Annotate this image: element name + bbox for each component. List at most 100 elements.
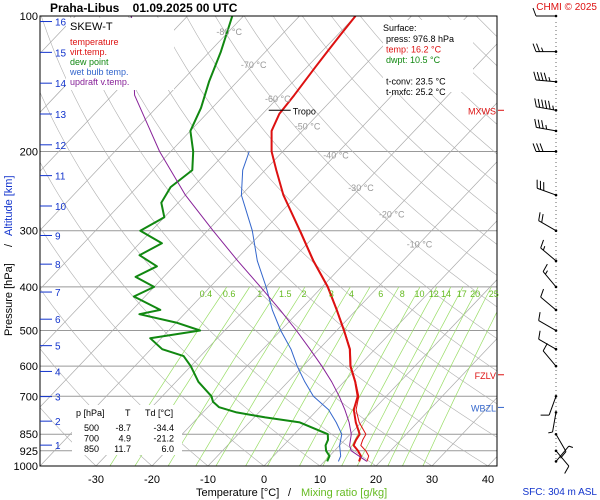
altitude-tick-label: 10 <box>55 202 67 213</box>
series-dew-point <box>132 16 331 462</box>
x-tick-label: 0 <box>261 474 267 486</box>
pressure-tick-label: 1000 <box>14 461 38 473</box>
pressure-tick-label: 100 <box>20 11 38 23</box>
dry-adiabat <box>127 16 497 405</box>
mixing-ratio-line <box>195 286 306 466</box>
grid-layer <box>40 16 497 466</box>
table-header-cell: T <box>125 408 131 418</box>
wind-barb <box>540 239 558 263</box>
isotherm-label: -50 °C <box>295 121 321 131</box>
surface-info-line: press: 976.8 hPa <box>386 34 454 44</box>
x-axis-label-mixing-ratio: Mixing ratio [g/kg] <box>301 487 387 499</box>
isotherm <box>40 16 300 290</box>
altitude-tick-label: 3 <box>55 393 61 404</box>
table-cell: 700 <box>84 434 99 444</box>
altitude-tick-label: 5 <box>55 342 61 353</box>
isotherm <box>40 16 356 349</box>
altitude-tick-label: 8 <box>55 260 61 271</box>
wind-barb <box>540 288 558 312</box>
surface-info-background <box>383 20 473 92</box>
altitude-tick-label: 9 <box>55 232 61 243</box>
table-cell: 11.7 <box>114 444 131 454</box>
isotherm-label: -60 °C <box>265 94 291 104</box>
series-wet-bulb-temp <box>240 151 343 462</box>
table-cell: 6.0 <box>161 444 174 454</box>
series-virt-temp <box>300 230 370 462</box>
level-marks-layer: Tropo MXWS FZLV WBZL <box>268 106 504 413</box>
altitude-tick-label: 1 <box>55 441 61 452</box>
mixing-ratio-label: 0.6 <box>223 289 236 299</box>
mixing-ratio-line <box>322 286 421 466</box>
mixing-ratio-label: 10 <box>414 289 424 299</box>
isotherm <box>40 16 132 113</box>
series-updraft-v-temp <box>131 16 368 462</box>
altitude-tick-label: 12 <box>55 141 67 152</box>
table-cell: 500 <box>84 423 99 433</box>
values-table: p [hPa] T Td [°C] 500 -8.7 -34.4 700 4.9 -21.2 85… <box>72 405 182 455</box>
dry-adiabat <box>272 16 497 245</box>
isotherm-label: -40 °C <box>323 150 349 160</box>
legend-item-updraft: updraft v.temp. <box>70 77 129 87</box>
surface-info-line: t-conv: 23.5 °C <box>386 76 446 86</box>
table-cell: 850 <box>84 444 99 454</box>
x-tick-label: -30 <box>88 474 104 486</box>
mixing-ratio-label: 14 <box>441 289 451 299</box>
dry-adiabat <box>214 16 497 308</box>
copyright-label: CHMI © 2025 <box>536 2 597 13</box>
dry-adiabat <box>156 16 497 372</box>
altitude-tick-label: 7 <box>55 288 61 299</box>
sfc-altitude-label: SFC: 304 m ASL <box>523 487 598 498</box>
dry-adiabat <box>40 226 265 466</box>
level-mark-label: MXWS <box>468 106 496 116</box>
legend-item-dew-point: dew point <box>70 57 109 67</box>
mixing-ratio-label: 20 <box>470 289 480 299</box>
mixing-ratio-line <box>402 286 492 466</box>
dry-adiabat <box>40 161 321 466</box>
mixing-ratio-line <box>299 286 400 466</box>
table-cell: 4.9 <box>118 434 131 444</box>
mixing-ratio-label: 12 <box>429 289 439 299</box>
y-axis-label-separator: / <box>3 243 15 247</box>
isotherm-label: -80 °C <box>216 27 242 37</box>
mixing-ratio-line <box>356 286 452 466</box>
mixing-ratio-line <box>245 286 351 466</box>
mixing-ratio-label: 8 <box>400 289 405 299</box>
dry-adiabat <box>301 16 497 215</box>
mixing-ratio-label: 25 <box>489 289 499 299</box>
wind-barb <box>554 445 574 463</box>
tropopause-label: Tropo <box>293 106 316 116</box>
table-header-cell: p [hPa] <box>76 408 105 418</box>
altitude-tick-label: 4 <box>55 367 61 378</box>
legend-item-virt-temp: virt.temp. <box>70 47 107 57</box>
altitude-tick-label: 2 <box>55 417 61 428</box>
pressure-tick-label: 850 <box>20 429 38 441</box>
wind-barb <box>532 143 558 153</box>
x-tick-label: 10 <box>314 474 326 486</box>
isotherm-label: -20 °C <box>379 210 405 220</box>
values-table-background <box>72 405 182 455</box>
dry-adiabat <box>185 16 497 339</box>
pressure-tick-label: 500 <box>20 326 38 338</box>
table-cell: -8.7 <box>115 423 131 433</box>
level-mark-label: FZLV <box>475 371 496 381</box>
mixing-ratio-line <box>370 286 464 466</box>
dry-adiabat <box>40 407 97 466</box>
isotherm <box>40 16 412 408</box>
altitude-tick-label: 11 <box>55 172 66 183</box>
wind-barb <box>542 343 558 368</box>
pressure-tick-label: 400 <box>20 282 38 294</box>
x-tick-label: -10 <box>200 474 216 486</box>
isotherm <box>40 16 188 172</box>
wind-barb <box>540 394 558 416</box>
wind-barb <box>533 71 558 84</box>
table-header-cell: Td [°C] <box>145 408 173 418</box>
chart-title: Praha-Libus 01.09.2025 00 UTC <box>50 1 238 15</box>
dry-adiabat <box>40 91 377 466</box>
isotherm <box>207 161 497 466</box>
mixing-ratio-label: 17 <box>457 289 467 299</box>
isotherm <box>319 279 497 466</box>
mixing-ratio-label: 6 <box>378 289 383 299</box>
surface-info-line: temp: 16.2 °C <box>386 45 442 55</box>
